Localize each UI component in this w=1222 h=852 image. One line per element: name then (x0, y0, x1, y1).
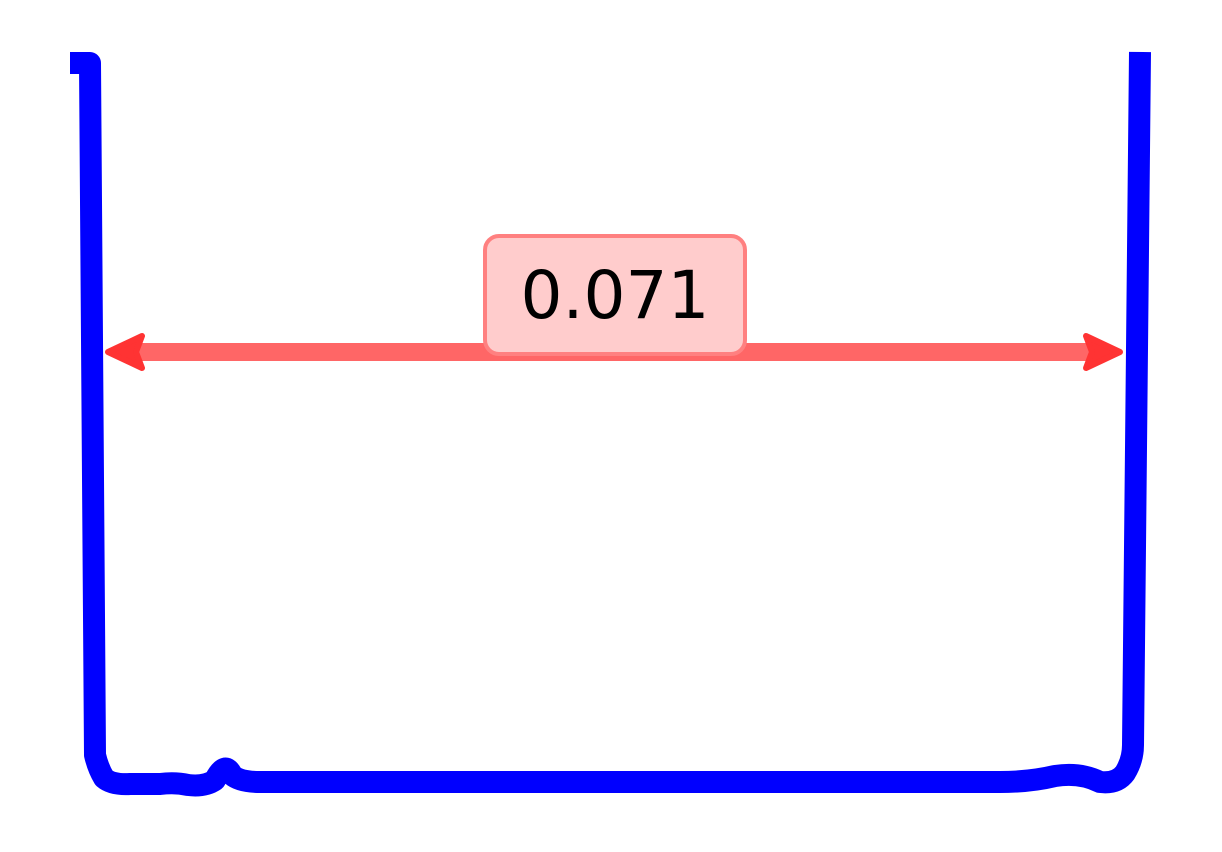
arrow-head-left (105, 333, 145, 371)
container-outline (70, 51, 1151, 797)
measurement-label-box (483, 234, 747, 356)
arrow-head-right (1083, 333, 1123, 371)
measurement-label: 0.071 (521, 257, 710, 334)
